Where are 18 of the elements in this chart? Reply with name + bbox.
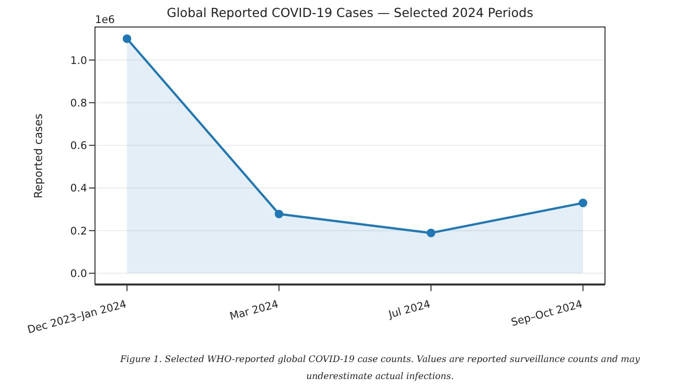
caption: Figure 1. Selected WHO-reported global COVID-19 case counts. Values are reported surveillance counts and may underestimate actual infections. xyxy=(120,354,640,384)
y-tick-label: 0.4 xyxy=(70,182,88,195)
y-tick-label: 0.6 xyxy=(70,140,88,152)
x-tick-label: Sep–Oct 2024 xyxy=(510,298,584,329)
y-tick-label: 1.0 xyxy=(70,54,87,67)
x-tick-label: Dec 2023–Jan 2024 xyxy=(26,298,128,336)
text: 1e6 xyxy=(95,14,115,26)
point xyxy=(578,198,588,208)
point xyxy=(274,210,284,218)
chart-title: Global Reported COVID-19 Cases — Selected 2024 Periods xyxy=(166,5,534,20)
point xyxy=(426,228,436,238)
x-tick-label: Mar 2024 xyxy=(228,298,280,323)
y-tick-label: 0.2 xyxy=(70,225,87,238)
point xyxy=(122,34,132,44)
y-axis-title: Reported cases xyxy=(32,113,45,198)
x-tick-label: Jul 2024 xyxy=(386,298,432,322)
y-tick-label: 0.8 xyxy=(70,97,87,110)
y-tick-label: 0.0 xyxy=(70,268,87,280)
